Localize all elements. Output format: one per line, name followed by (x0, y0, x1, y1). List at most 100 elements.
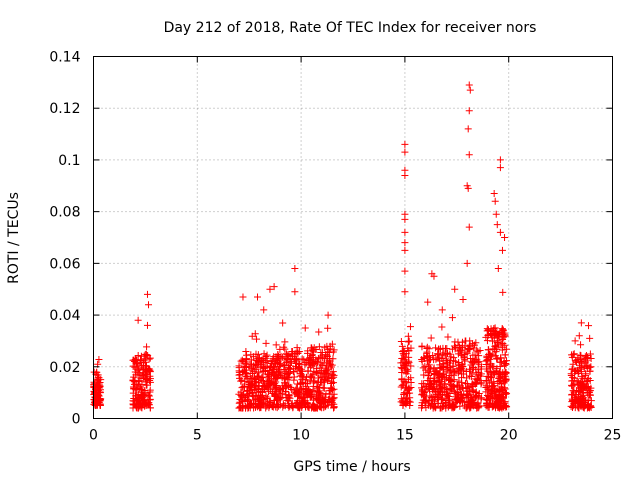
data-point (424, 376, 432, 384)
data-point (328, 397, 336, 405)
data-point (315, 328, 323, 336)
data-point (291, 288, 299, 296)
data-point (146, 378, 154, 386)
data-point (242, 393, 250, 401)
data-point (406, 323, 414, 331)
data-point (463, 404, 471, 412)
data-point (269, 390, 277, 398)
data-point (472, 339, 480, 347)
data-point (146, 404, 154, 412)
data-point (586, 367, 594, 375)
data-point (577, 357, 585, 365)
data-point (271, 360, 279, 368)
data-point (482, 357, 490, 365)
y-tick-label: 0.12 (49, 101, 80, 117)
data-point (424, 357, 432, 365)
data-point (263, 351, 271, 359)
data-point (420, 371, 428, 379)
x-tick-label: 15 (396, 428, 414, 444)
data-point (280, 373, 288, 381)
data-point (438, 306, 446, 314)
data-point (260, 306, 268, 314)
data-point (406, 389, 414, 397)
data-point (257, 396, 265, 404)
data-point (444, 386, 452, 394)
data-point (463, 349, 471, 357)
data-point (246, 389, 254, 397)
data-point (471, 393, 479, 401)
data-point (315, 343, 323, 351)
data-point (316, 354, 324, 362)
data-point (465, 107, 473, 115)
data-point (309, 354, 317, 362)
data-point (569, 360, 577, 368)
data-point (258, 356, 266, 364)
data-point (266, 285, 274, 293)
data-point (325, 349, 333, 357)
data-point (586, 350, 594, 358)
data-point (577, 319, 585, 327)
data-point (585, 322, 593, 330)
data-point (423, 349, 431, 357)
data-point (438, 394, 446, 402)
data-point (267, 371, 275, 379)
data-point (494, 265, 502, 273)
data-point (473, 404, 481, 412)
y-tick-label: 0.02 (49, 360, 80, 376)
data-point (143, 343, 151, 351)
data-point (490, 382, 498, 390)
data-point (444, 333, 452, 341)
data-point (259, 368, 267, 376)
data-point (401, 148, 409, 156)
data-point (252, 350, 260, 358)
data-point (282, 350, 290, 358)
y-axis-label: ROTI / TECUs (6, 192, 22, 284)
data-point (501, 361, 509, 369)
data-point (94, 391, 102, 399)
data-point (425, 399, 433, 407)
data-point (582, 371, 590, 379)
data-point (430, 356, 438, 364)
data-point (245, 363, 253, 371)
data-point (327, 384, 335, 392)
data-point (280, 379, 288, 387)
data-point (250, 396, 258, 404)
data-point (328, 374, 336, 382)
data-point (258, 374, 266, 382)
data-point (451, 403, 459, 411)
data-point (304, 367, 312, 375)
data-point (489, 337, 497, 345)
data-point (432, 344, 440, 352)
data-point (448, 377, 456, 385)
data-point (421, 362, 429, 370)
data-point (438, 378, 446, 386)
data-point (141, 402, 149, 410)
data-point (299, 384, 307, 392)
x-axis-label: GPS time / hours (293, 459, 410, 475)
data-point (251, 399, 259, 407)
data-point (133, 395, 141, 403)
data-point (493, 221, 501, 229)
data-point (573, 358, 581, 366)
data-point (466, 354, 474, 362)
data-point (93, 377, 101, 385)
data-point (574, 397, 582, 405)
data-point (238, 376, 246, 384)
data-point (404, 332, 412, 340)
data-point (237, 357, 245, 365)
data-point (399, 399, 407, 407)
data-point (130, 356, 138, 364)
data-point (501, 385, 509, 393)
data-point (262, 339, 270, 347)
data-point (297, 380, 305, 388)
data-point (274, 351, 282, 359)
data-point (146, 395, 154, 403)
data-point (301, 397, 309, 405)
data-point (131, 355, 139, 363)
data-point (254, 293, 262, 301)
x-tick-label: 0 (89, 428, 98, 444)
data-point (435, 354, 443, 362)
data-point (584, 376, 592, 384)
data-point (319, 396, 327, 404)
